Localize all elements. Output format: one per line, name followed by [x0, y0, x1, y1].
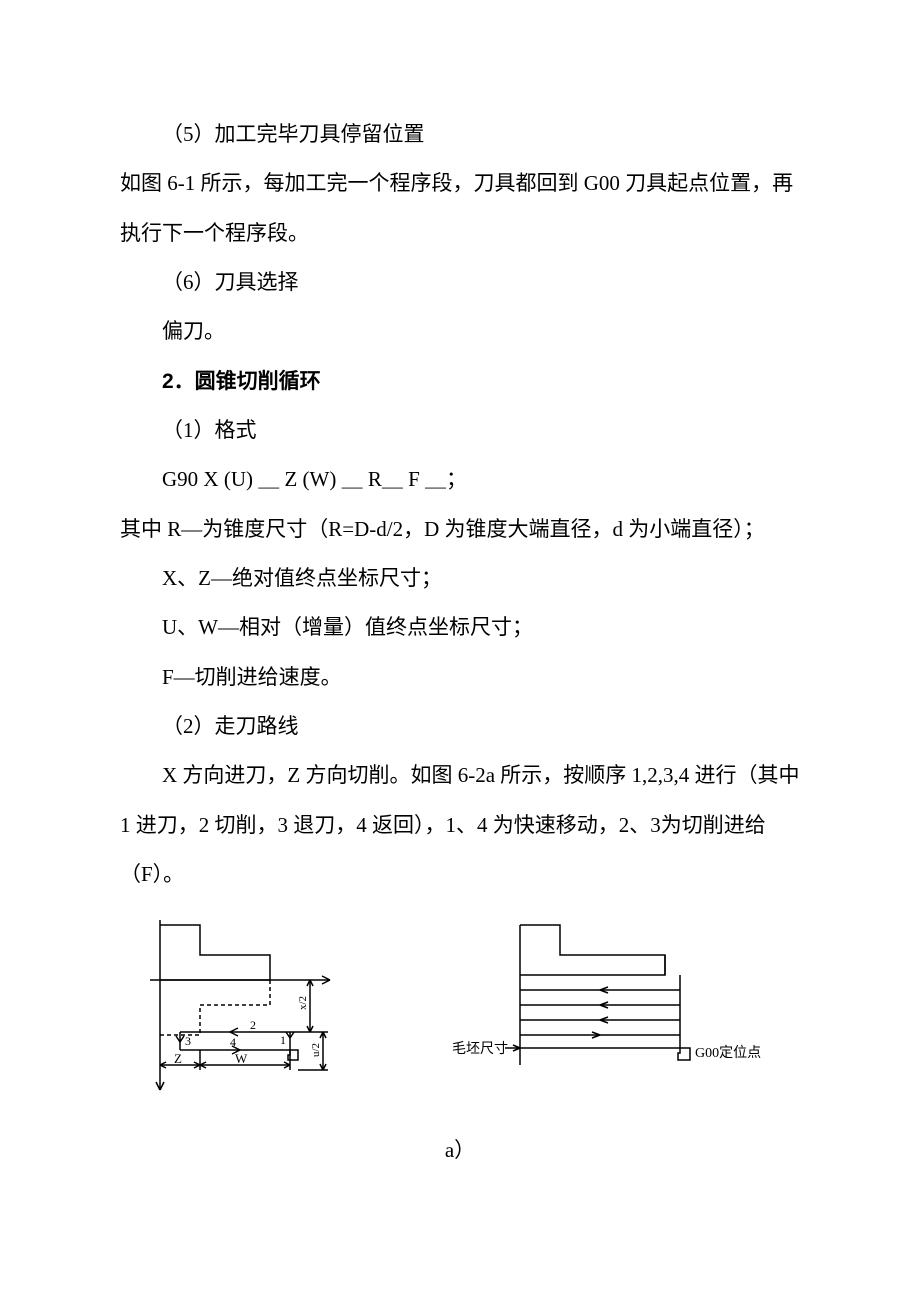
para-6-body: 偏刀。 [120, 307, 800, 356]
label-2: 2 [250, 1018, 256, 1032]
para-format-code: G90 X (U) ＿ Z (W) ＿ R＿ F ＿； [120, 455, 800, 504]
para-uw-desc: U、W—相对（增量）值终点坐标尺寸； [120, 603, 800, 652]
para-path-title: （2）走刀路线 [120, 702, 800, 751]
para-f-desc: F—切削进给速度。 [120, 653, 800, 702]
label-w: W [235, 1051, 248, 1066]
label-x2: x/2 [297, 995, 309, 1009]
para-5-title: （5）加工完毕刀具停留位置 [120, 110, 800, 159]
label-1: 1 [280, 1033, 286, 1047]
diagram-a: 3 4 2 1 Z W x/2 u/2 [130, 920, 360, 1118]
diagram-b: 毛坯尺寸 G00定位点 [450, 920, 790, 1118]
label-blank: 毛坯尺寸 [452, 1041, 508, 1057]
heading-2: 2．圆锥切削循环 [120, 357, 800, 406]
para-5-body: 如图 6-1 所示，每加工完一个程序段，刀具都回到 G00 刀具起点位置，再执行… [120, 159, 800, 258]
para-format-title: （1）格式 [120, 406, 800, 455]
figure-caption: a） [120, 1126, 800, 1175]
diagrams-row: 3 4 2 1 Z W x/2 u/2 [120, 920, 800, 1118]
label-3: 3 [185, 1034, 191, 1048]
label-u2: u/2 [310, 1042, 322, 1056]
para-xz-desc: X、Z—绝对值终点坐标尺寸； [120, 554, 800, 603]
para-path-body: X 方向进刀，Z 方向切削。如图 6-2a 所示，按顺序 1,2,3,4 进行（… [120, 751, 800, 899]
para-6-title: （6）刀具选择 [120, 258, 800, 307]
label-4: 4 [230, 1035, 236, 1049]
label-z: Z [174, 1051, 182, 1066]
label-g00: G00定位点 [695, 1045, 761, 1061]
para-r-desc: 其中 R—为锥度尺寸（R=D-d/2，D 为锥度大端直径，d 为小端直径）； [120, 505, 800, 554]
